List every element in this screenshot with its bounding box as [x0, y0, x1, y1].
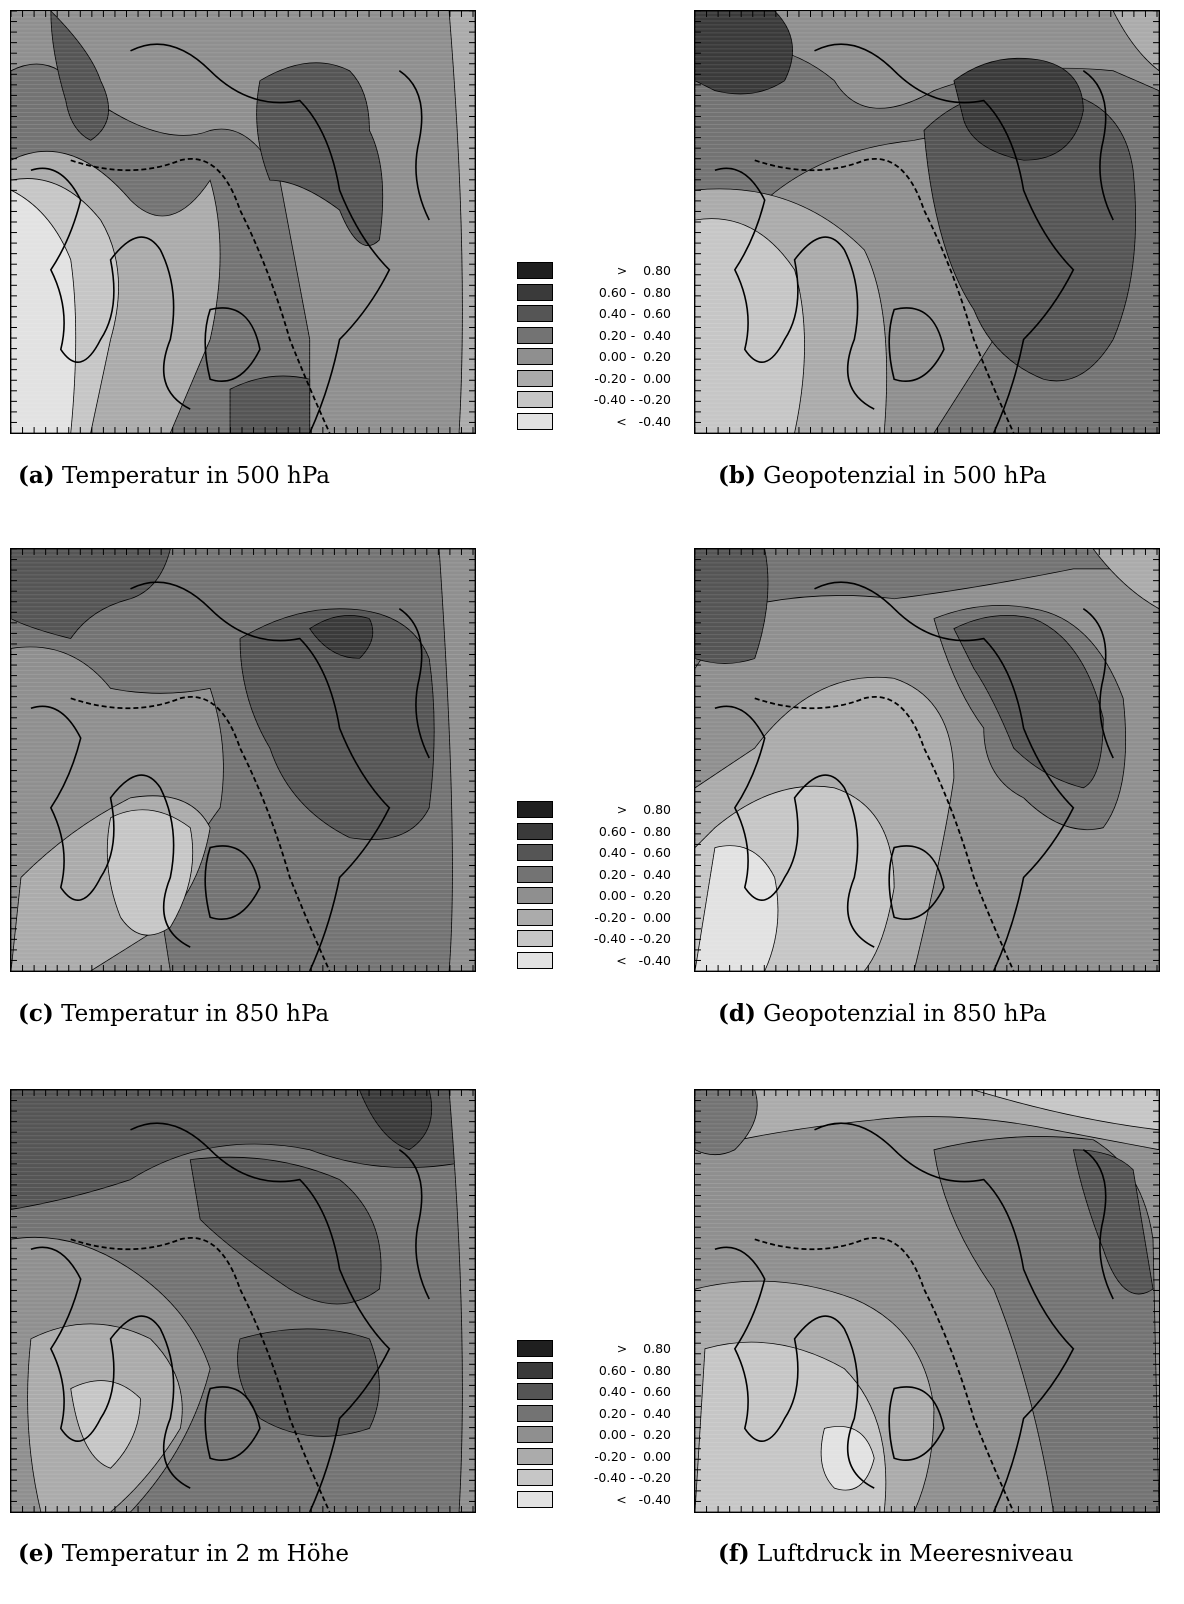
legend-label: < -0.40 [616, 952, 671, 968]
legend-label: > 0.80 [616, 1341, 671, 1356]
map-temperature-850hpa [10, 548, 476, 972]
legend-swatch [517, 412, 553, 430]
legend-label: 0.20 - 0.40 [598, 327, 671, 343]
legend-label: -0.40 - -0.20 [593, 931, 671, 946]
contour-map-svg [11, 11, 475, 433]
legend-swatch [517, 930, 553, 947]
caption-c: (c) Temperatur in 850 hPa [18, 1000, 330, 1027]
caption-f: (f) Luftdruck in Meeresniveau [718, 1540, 1074, 1567]
legend-label: -0.20 - 0.00 [594, 370, 671, 386]
legend-label: 0.20 - 0.40 [598, 866, 671, 882]
caption-a: (a) Temperatur in 500 hPa [18, 462, 331, 489]
legend-label: 0.60 - 0.80 [598, 284, 671, 300]
legend-swatch [517, 283, 553, 301]
caption-e: (e) Temperatur in 2 m Höhe [18, 1540, 349, 1567]
legend-label: 0.60 - 0.80 [598, 823, 671, 839]
legend-label: < -0.40 [616, 1491, 671, 1507]
legend-label: < -0.40 [616, 413, 671, 429]
caption-b: (b) Geopotenzial in 500 hPa [718, 462, 1047, 489]
legend-swatch [517, 887, 553, 904]
legend-swatch [517, 1361, 553, 1379]
legend-swatch [517, 262, 553, 279]
legend-swatch [517, 1340, 553, 1357]
legend-swatch [517, 326, 553, 344]
legend-swatch [517, 844, 553, 861]
legend-label: 0.60 - 0.80 [598, 1362, 671, 1378]
legend-swatch [517, 1490, 553, 1508]
legend-label: -0.20 - 0.00 [594, 1448, 671, 1464]
legend-swatch [517, 391, 553, 408]
contour-map-svg [695, 11, 1159, 433]
legend-swatch [517, 1383, 553, 1400]
legend-label: 0.00 - 0.20 [598, 1427, 671, 1442]
map-geopotential-500hpa [694, 10, 1160, 434]
legend-swatch [517, 1404, 553, 1422]
legend-label: > 0.80 [616, 802, 671, 817]
legend-label: 0.40 - 0.60 [598, 845, 671, 860]
legend-label: 0.00 - 0.20 [598, 349, 671, 364]
legend-swatch [517, 1447, 553, 1465]
legend-label: 0.40 - 0.60 [598, 306, 671, 321]
legend-label: 0.00 - 0.20 [598, 888, 671, 903]
legend-swatch [517, 1426, 553, 1443]
map-sea-level-pressure [694, 1089, 1160, 1513]
legend-label: -0.40 - -0.20 [593, 392, 671, 407]
legend-swatch [517, 348, 553, 365]
legend-swatch [517, 865, 553, 883]
map-temperature-500hpa [10, 10, 476, 434]
legend-swatch [517, 1469, 553, 1486]
contour-map-svg [11, 549, 475, 971]
contour-map-svg [695, 1090, 1159, 1512]
legend-label: -0.20 - 0.00 [594, 909, 671, 925]
legend-swatch [517, 908, 553, 926]
legend-label: -0.40 - -0.20 [593, 1470, 671, 1485]
legend-swatch [517, 305, 553, 322]
contour-map-svg [695, 549, 1159, 971]
legend-label: 0.20 - 0.40 [598, 1405, 671, 1421]
legend-swatch [517, 369, 553, 387]
map-geopotential-850hpa [694, 548, 1160, 972]
caption-d: (d) Geopotenzial in 850 hPa [718, 1000, 1047, 1027]
map-temperature-2m [10, 1089, 476, 1513]
contour-map-svg [11, 1090, 475, 1512]
legend-swatch [517, 822, 553, 840]
legend-swatch [517, 801, 553, 818]
legend-label: > 0.80 [616, 263, 671, 278]
legend-swatch [517, 951, 553, 969]
legend-label: 0.40 - 0.60 [598, 1384, 671, 1399]
